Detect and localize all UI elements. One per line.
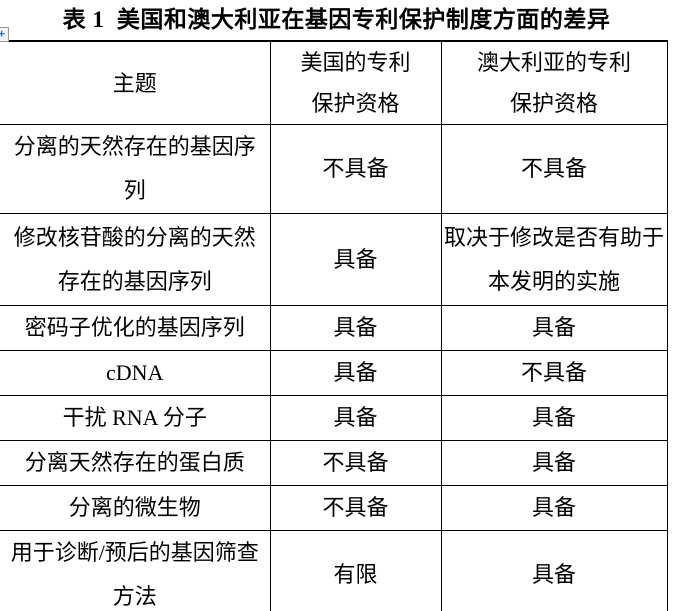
cell-au-eligibility: 不具备 bbox=[441, 350, 668, 396]
cell-au-eligibility: 具备 bbox=[441, 440, 668, 486]
table-row: cDNA 具备 不具备 bbox=[0, 350, 668, 396]
column-header-us-patent: 美国的专利 保护资格 bbox=[270, 40, 442, 125]
table-row: 修改核苷酸的分离的天然 存在的基因序列 具备 取决于修改是否有助于 本发明的实施 bbox=[0, 213, 668, 306]
cell-us-eligibility: 具备 bbox=[270, 350, 442, 396]
table-row: 分离的天然存在的基因序 列不具备 不具备 bbox=[0, 124, 668, 214]
cell-us-eligibility: 具备 bbox=[270, 395, 442, 441]
column-header-topic: 主题 bbox=[0, 40, 271, 125]
table-body: 分离的天然存在的基因序 列不具备 不具备 修改核苷酸的分离的天然 存在的基因序列 具备… bbox=[0, 124, 668, 611]
table-move-handle-icon[interactable]: + bbox=[0, 27, 9, 42]
table-row: 用于诊断/预后的基因筛查 方法 有限 具备 bbox=[0, 530, 668, 611]
column-header-au-patent: 澳大利亚的专利 保护资格 bbox=[441, 40, 668, 125]
cell-topic: 密码子优化的基因序列 bbox=[0, 305, 271, 351]
cell-au-eligibility: 取决于修改是否有助于 本发明的实施 bbox=[441, 213, 668, 306]
cell-us-eligibility: 具备 bbox=[270, 213, 442, 306]
cell-au-eligibility: 具备 bbox=[441, 485, 668, 531]
cell-topic: 修改核苷酸的分离的天然 存在的基因序列 bbox=[0, 213, 271, 306]
table-row: 分离的微生物 不具备 具备 bbox=[0, 485, 668, 531]
gene-patent-comparison-table: 主题 美国的专利 保护资格 澳大利亚的专利 保护资格 分离的天然存在的基因序 列… bbox=[0, 40, 668, 611]
table-caption: 表 1 美国和澳大利亚在基因专利保护制度方面的差异 bbox=[62, 7, 611, 32]
cell-topic: cDNA bbox=[0, 350, 271, 396]
cell-topic: 干扰 RNA 分子 bbox=[0, 395, 271, 441]
cell-us-eligibility: 具备 bbox=[270, 305, 442, 351]
cell-topic: 分离天然存在的蛋白质 bbox=[0, 440, 271, 486]
table-row: 干扰 RNA 分子 具备 具备 bbox=[0, 395, 668, 441]
cell-au-eligibility: 不具备 bbox=[441, 124, 668, 214]
cell-us-eligibility: 不具备 bbox=[270, 440, 442, 486]
cell-us-eligibility: 有限 bbox=[270, 530, 442, 611]
table-row: 分离天然存在的蛋白质 不具备 具备 bbox=[0, 440, 668, 486]
cell-au-eligibility: 具备 bbox=[441, 530, 668, 611]
cell-topic: 分离的天然存在的基因序 列 bbox=[0, 124, 271, 214]
cell-topic: 用于诊断/预后的基因筛查 方法 bbox=[0, 530, 271, 611]
cell-us-eligibility: 不具备 bbox=[270, 124, 442, 214]
table-header-row: 主题 美国的专利 保护资格 澳大利亚的专利 保护资格 bbox=[0, 40, 668, 125]
cell-topic: 分离的微生物 bbox=[0, 485, 271, 531]
cell-us-eligibility: 不具备 bbox=[270, 485, 442, 531]
cell-au-eligibility: 具备 bbox=[441, 395, 668, 441]
cell-au-eligibility: 具备 bbox=[441, 305, 668, 351]
table-row: 密码子优化的基因序列 具备 具备 bbox=[0, 305, 668, 351]
